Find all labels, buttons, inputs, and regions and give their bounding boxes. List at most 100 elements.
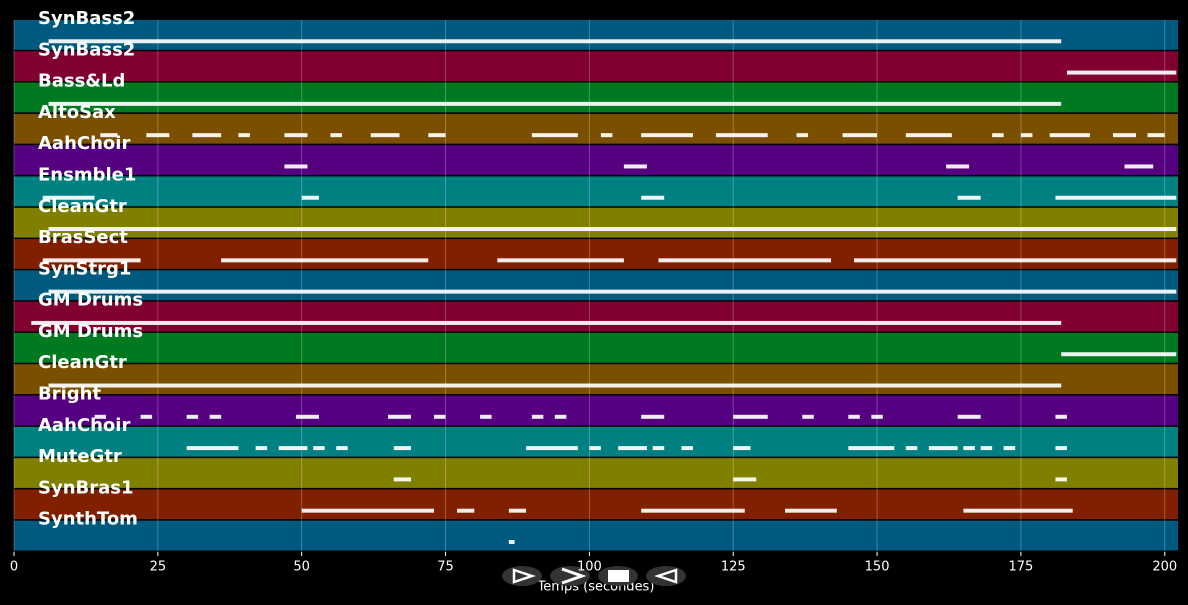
note [1055, 477, 1067, 482]
note [336, 446, 348, 451]
track-lane [14, 51, 1178, 82]
note [848, 414, 860, 419]
note [209, 414, 222, 419]
note [480, 414, 492, 419]
track-lane [14, 458, 1178, 488]
track-label: MuteGtr [38, 446, 122, 467]
note [848, 446, 895, 451]
stop-button[interactable] [598, 566, 638, 586]
note [255, 446, 268, 451]
note [871, 414, 883, 419]
note [295, 414, 319, 419]
note [715, 133, 768, 138]
note [854, 258, 1177, 263]
note [497, 258, 624, 263]
note [284, 133, 308, 138]
note [957, 195, 981, 200]
note [313, 446, 325, 451]
note [192, 133, 222, 138]
note [100, 133, 118, 138]
note [905, 133, 952, 138]
note [301, 508, 435, 513]
note [48, 227, 1177, 232]
note [508, 539, 515, 544]
track-lane [14, 176, 1178, 207]
note [140, 414, 153, 419]
note [1066, 70, 1177, 75]
note [928, 446, 958, 451]
note [554, 414, 567, 419]
track-label: SynStrg1 [38, 258, 131, 279]
track-lane [14, 489, 1178, 520]
track-label: SynthTom [38, 509, 138, 530]
note [186, 446, 239, 451]
note [284, 164, 308, 169]
note [641, 195, 665, 200]
note [1061, 352, 1177, 357]
track-label: Bass&Ld [38, 71, 125, 92]
track-label: GM Drums [38, 321, 143, 342]
track-label: CleanGtr [38, 352, 127, 373]
track-lane [14, 270, 1178, 301]
track-label: BrasSect [38, 227, 128, 248]
note [802, 414, 814, 419]
track-label: Ensmble1 [38, 164, 136, 185]
x-tick-label: 150 [865, 560, 890, 575]
x-tick-label: 50 [293, 560, 310, 575]
track-lane [14, 332, 1178, 363]
track-label: SynBass2 [38, 8, 135, 29]
note [1055, 446, 1067, 451]
note [652, 446, 665, 451]
note [641, 508, 745, 513]
play-button[interactable] [502, 566, 542, 586]
note [393, 477, 412, 482]
note [600, 133, 613, 138]
note [146, 133, 170, 138]
track-lane [14, 239, 1178, 269]
note [681, 446, 693, 451]
note [434, 414, 446, 419]
track-lane [14, 395, 1178, 426]
note [1147, 133, 1165, 138]
track-lane [14, 426, 1178, 457]
x-tick-label: 200 [1152, 560, 1177, 575]
note [1124, 164, 1154, 169]
back-button[interactable] [646, 566, 686, 586]
forward-button[interactable] [550, 566, 590, 586]
track-lane [14, 364, 1178, 395]
note [48, 39, 1062, 44]
track-lane [14, 82, 1178, 113]
note [733, 414, 768, 419]
note [42, 258, 141, 263]
note [278, 446, 308, 451]
note [330, 133, 342, 138]
note [963, 446, 975, 451]
track-label: SynBras1 [38, 477, 134, 498]
track-label: SynBass2 [38, 39, 135, 60]
note [1049, 133, 1090, 138]
note [428, 133, 446, 138]
note [370, 133, 400, 138]
note [905, 446, 918, 451]
note [733, 446, 751, 451]
track-lane [14, 520, 1178, 551]
track-label: GM Drums [38, 290, 143, 311]
note [48, 289, 1177, 294]
note [42, 195, 95, 200]
note [1003, 446, 1016, 451]
note [589, 446, 601, 451]
note [992, 133, 1004, 138]
note [387, 414, 412, 419]
x-tick-label: 100 [577, 560, 602, 575]
note [842, 133, 878, 138]
x-tick-label: 75 [437, 560, 454, 575]
note [508, 508, 527, 513]
note [531, 414, 544, 419]
note [733, 477, 757, 482]
lanes [14, 20, 1178, 551]
track-label: Bright [38, 384, 101, 405]
x-tick-label: 125 [721, 560, 746, 575]
note [186, 414, 199, 419]
track-label: AahChoir [38, 415, 130, 436]
